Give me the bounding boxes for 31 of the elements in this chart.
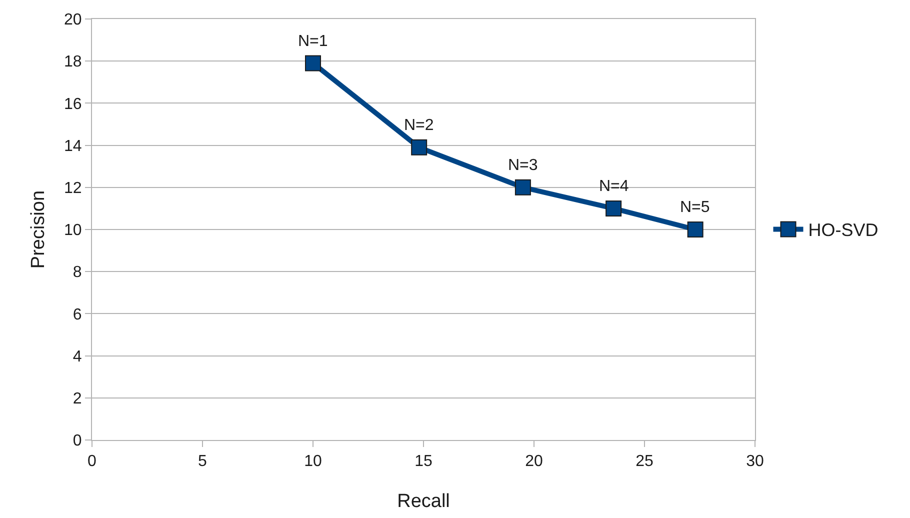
y-tick-label: 6 [72,306,82,324]
y-tick-label: 18 [64,54,82,71]
point [606,200,622,216]
y-tick-label: 0 [72,432,82,450]
x-tick-label: 10 [304,453,322,470]
y-tick-label: 12 [64,180,82,197]
legend-label: HO-SVD [808,220,878,240]
x-tick-label: 15 [414,453,432,470]
y-tick-label: 14 [64,138,82,155]
x-axis-title: Recall [397,491,450,512]
y-tick-label: 2 [72,390,82,408]
point [305,55,321,72]
annotation: N=2 [404,117,434,134]
point [514,179,531,196]
y-tick-label: 4 [72,348,82,366]
x-tick-label: 20 [525,453,543,470]
x-tick-label: 25 [636,453,654,470]
annotation: N=1 [298,33,328,50]
x-tick-label: 5 [198,453,208,470]
annotation: N=4 [599,178,629,195]
y-tick-label: 10 [64,222,82,240]
x-tick-label: 30 [746,453,764,470]
y-tick-label: 8 [72,264,82,282]
x-tick-label: 0 [88,453,97,470]
y-axis-title: Precision [28,190,49,269]
point [687,222,704,238]
point [411,139,428,156]
annotation: N=3 [508,157,538,174]
y-tick-label: 20 [64,12,82,29]
y-tick-label: 16 [64,96,82,113]
annotation: N=5 [680,199,710,216]
